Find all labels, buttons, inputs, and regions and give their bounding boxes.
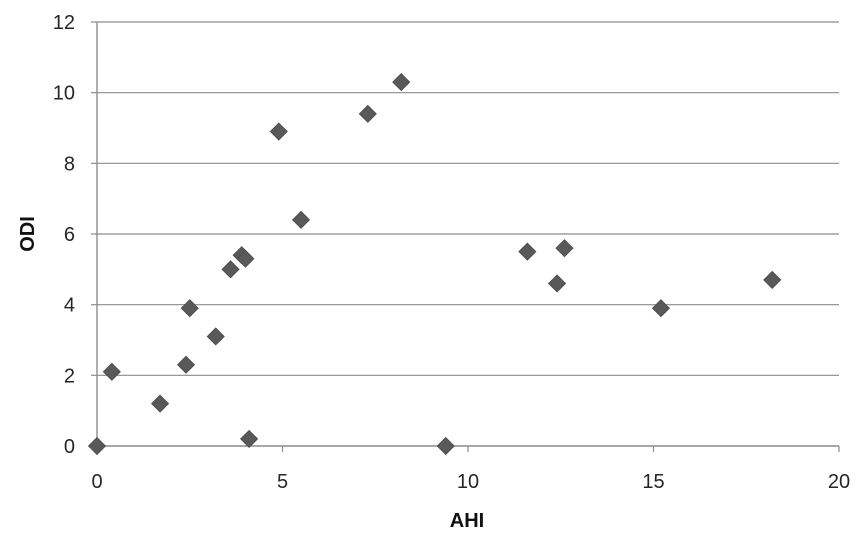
data-point [555, 239, 574, 258]
data-point [180, 299, 199, 318]
data-point [518, 242, 537, 261]
y-tick-label: 2 [64, 365, 75, 387]
x-tick-label: 0 [91, 471, 102, 493]
data-point [87, 436, 107, 456]
data-point [392, 73, 411, 92]
data-point [651, 299, 670, 318]
data-point [547, 274, 567, 293]
y-tick-labels: 0 2 4 6 8 10 12 [53, 12, 75, 458]
x-tick-label: 5 [277, 471, 288, 493]
data-points [87, 73, 782, 456]
y-tick-label: 10 [53, 83, 75, 105]
data-point [269, 122, 288, 141]
data-point [240, 429, 259, 448]
y-tick-label: 4 [64, 295, 75, 317]
y-tick-label: 0 [64, 436, 75, 458]
y-tick-label: 6 [64, 224, 75, 246]
y-tick-label: 8 [64, 153, 75, 175]
data-point [291, 210, 311, 229]
data-point [102, 362, 121, 381]
x-tick-label: 10 [457, 471, 479, 493]
data-point [763, 270, 782, 289]
x-tick-labels: 0 5 10 15 20 [91, 471, 850, 493]
data-point [358, 104, 377, 123]
data-point [151, 394, 170, 413]
y-axis-title: ODI [17, 216, 39, 252]
x-tick-label: 15 [642, 471, 664, 493]
data-point [176, 355, 196, 374]
x-tick-label: 20 [828, 471, 850, 493]
data-point [206, 327, 225, 346]
data-point [436, 436, 455, 456]
gridlines [97, 21, 839, 376]
y-tick-label: 12 [53, 12, 75, 34]
x-axis-title: AHI [450, 510, 484, 532]
data-point [236, 249, 255, 268]
data-point [221, 260, 240, 279]
axes [91, 21, 840, 452]
